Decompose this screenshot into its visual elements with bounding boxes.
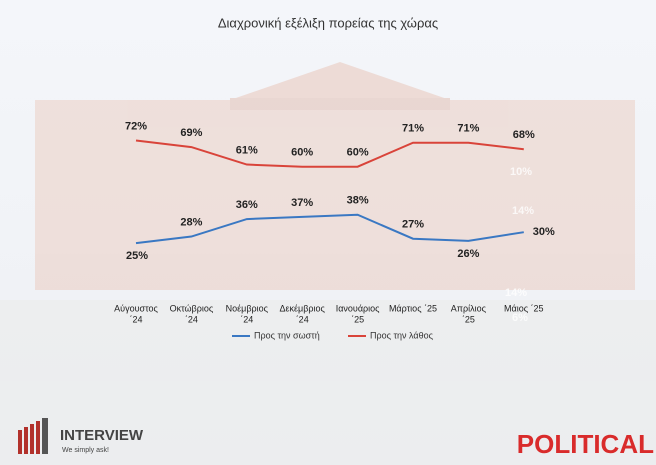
legend-label: Προς την λάθος bbox=[370, 330, 434, 340]
data-label: 68% bbox=[513, 129, 535, 141]
x-tick-label: Ιανουάριος bbox=[336, 303, 380, 313]
logo-tagline: We simply ask! bbox=[62, 447, 109, 454]
x-tick-label: Μάιος ΄25 bbox=[504, 303, 544, 313]
data-label: 30% bbox=[533, 226, 555, 238]
x-tick-label: Δεκέμβριος bbox=[280, 303, 326, 313]
x-tick-label: ΄24 bbox=[129, 314, 142, 324]
chart-title: Διαχρονική εξέλιξη πορείας της χώρας bbox=[218, 15, 438, 30]
data-label: 38% bbox=[347, 195, 369, 207]
faint-annotation: 14% bbox=[512, 205, 534, 217]
data-label: 60% bbox=[291, 147, 313, 159]
faint-annotation: 14% bbox=[505, 287, 527, 299]
legend-label: Προς την σωστή bbox=[254, 330, 320, 340]
x-tick-label: ΄25 bbox=[351, 314, 364, 324]
faint-annotation: 10% bbox=[510, 166, 532, 178]
logo-left: INTERVIEW We simply ask! bbox=[18, 418, 144, 454]
x-tick-label: Απρίλιος bbox=[451, 303, 487, 313]
data-label: 25% bbox=[126, 250, 148, 262]
x-tick-label: ΄25 bbox=[462, 314, 475, 324]
x-tick-label: Μάρτιος ΄25 bbox=[389, 303, 437, 313]
logo-text: INTERVIEW bbox=[60, 427, 144, 444]
series-line bbox=[135, 139, 524, 168]
data-label: 60% bbox=[347, 147, 369, 159]
data-label: 61% bbox=[236, 144, 258, 156]
x-tick-label: Οκτώβριος bbox=[170, 303, 214, 313]
x-tick-label: Νοέμβριος bbox=[226, 303, 269, 313]
series-line bbox=[135, 213, 524, 245]
data-label: 71% bbox=[402, 123, 424, 135]
x-tick-label: ΄24 bbox=[185, 314, 198, 324]
data-label: 72% bbox=[125, 120, 147, 132]
data-label: 71% bbox=[457, 123, 479, 135]
data-label: 27% bbox=[402, 219, 424, 231]
data-label: 28% bbox=[180, 216, 202, 228]
x-tick-label: ΄24 bbox=[240, 314, 253, 324]
data-label: 36% bbox=[236, 199, 258, 211]
faint-annotation: 6% bbox=[512, 312, 528, 324]
data-label: 26% bbox=[457, 248, 479, 260]
data-label: 37% bbox=[291, 197, 313, 209]
logo-right: POLITICAL bbox=[517, 429, 654, 459]
x-tick-label: Αύγουστος bbox=[114, 303, 158, 313]
background-building bbox=[0, 62, 656, 465]
x-tick-label: ΄24 bbox=[296, 314, 309, 324]
data-label: 69% bbox=[180, 127, 202, 139]
